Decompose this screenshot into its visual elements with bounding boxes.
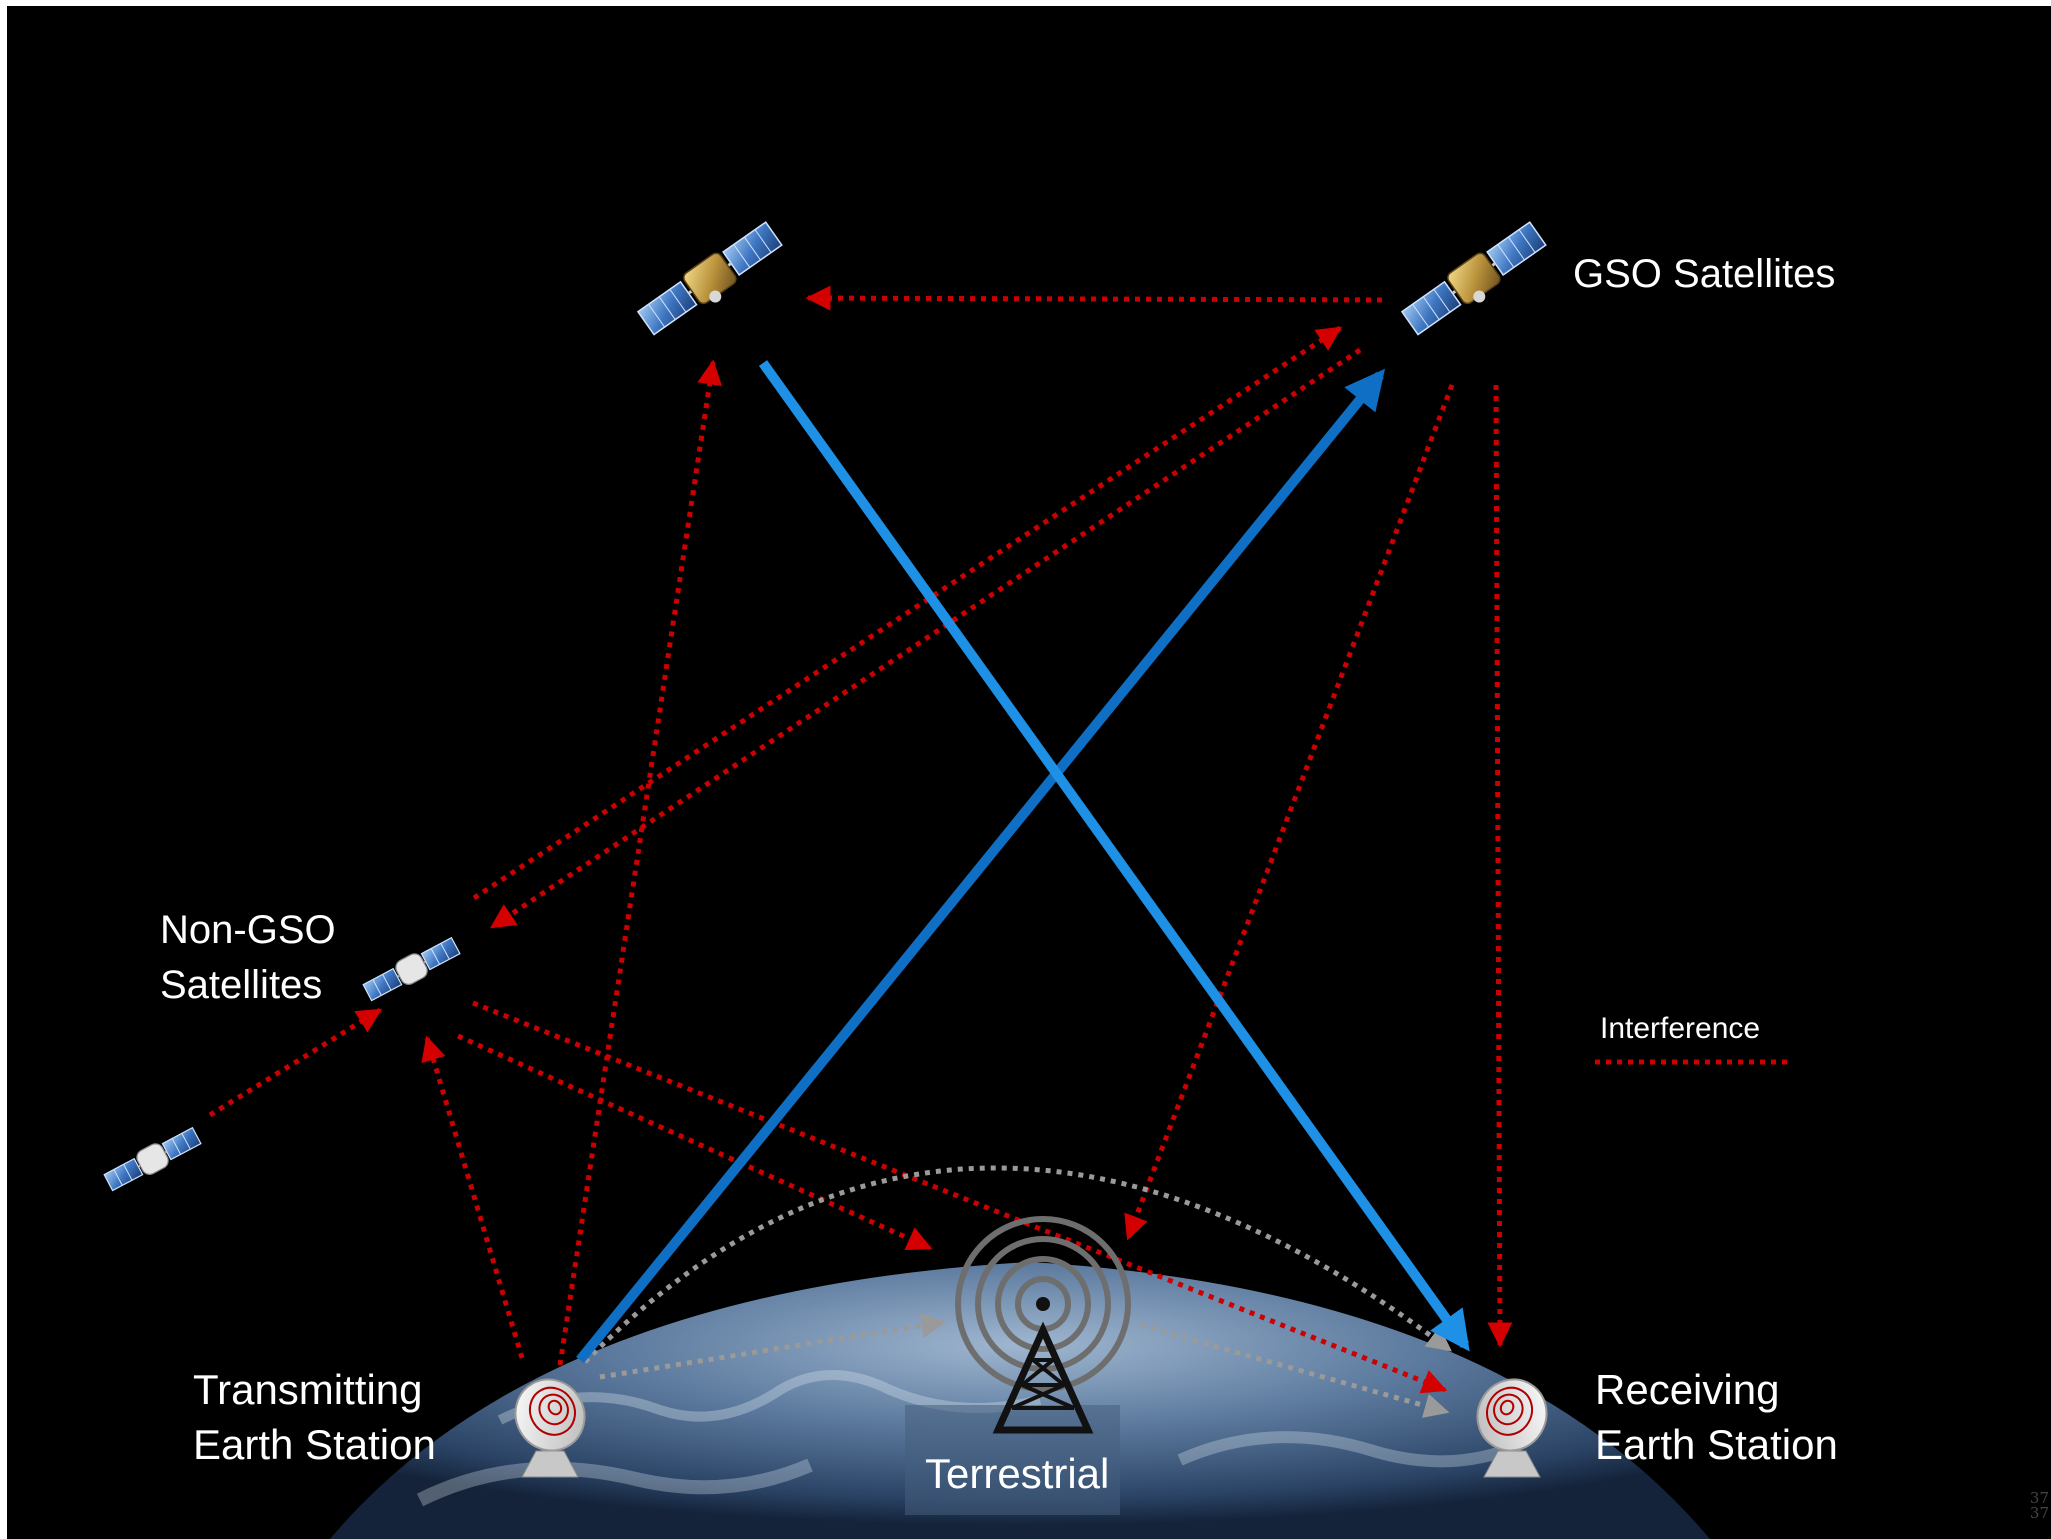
interference-path [557,359,722,1366]
interference-path [456,1033,933,1251]
terrestrial-path [599,1313,947,1380]
page-number-line2: 37 [2029,1504,2049,1522]
interference-path [421,1035,525,1359]
interference-path [472,325,1343,901]
legend-interference-label: Interference [1600,1012,1760,1045]
interference-path [1124,384,1455,1241]
page-number-line1: 37 [2029,1489,2049,1507]
interference-path [208,1007,383,1118]
page-number: 37 37 [2030,1491,2049,1521]
non-gso-label-line2: Satellites [160,963,322,1007]
interference-path [805,285,1383,311]
interference-path [489,347,1362,930]
desired-links [576,360,1470,1364]
downlink [758,360,1470,1352]
tx-label-line1: Transmitting [193,1366,423,1413]
terrestrial-tower [955,1216,1131,1434]
non-gso-label-line1: Non-GSO [160,908,336,952]
gso-satellites-label: GSO Satellites [1573,252,1835,296]
rx-label-line2: Earth Station [1595,1421,1838,1468]
uplink [576,368,1386,1364]
tx-label-line2: Earth Station [193,1421,436,1468]
earth [330,1262,1710,1539]
interference-paths [208,285,1513,1394]
terrestrial-paths [583,1165,1452,1418]
rx-label-line1: Receiving [1595,1366,1779,1413]
legend: Interference [1595,1012,1790,1065]
terrestrial-path [583,1165,1452,1364]
terrestrial-path [1139,1322,1450,1418]
interference-path [472,1000,1448,1394]
terrestrial-label: Terrestrial [925,1450,1109,1497]
